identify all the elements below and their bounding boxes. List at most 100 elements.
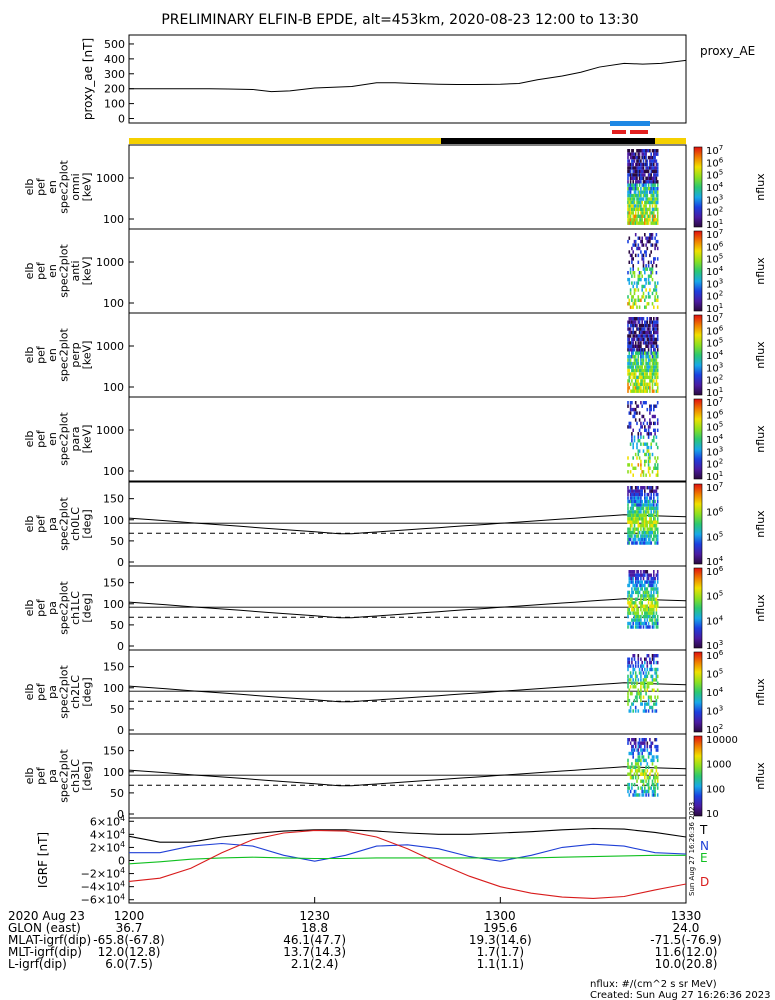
spectrogram-pixel	[632, 738, 634, 742]
spectrogram-pixel	[634, 411, 637, 415]
spectrogram-pixel	[649, 695, 651, 699]
spectrogram-pixel	[629, 341, 632, 345]
panel-ylabel-line: para	[69, 427, 82, 452]
spectrogram-pixel	[651, 207, 654, 212]
spectrogram-pixel	[654, 489, 656, 493]
spectrogram-pixel	[634, 166, 637, 170]
spectrogram-pixel	[650, 541, 652, 545]
spectrogram-pixel	[627, 534, 629, 538]
spectrogram-pixel	[633, 197, 636, 201]
spectrogram-pixel	[653, 176, 655, 180]
spectrogram-pixel	[627, 372, 629, 376]
spectrogram-pixel	[631, 221, 633, 225]
spectrogram-pixel	[650, 358, 652, 362]
spectrogram-pixel	[644, 580, 646, 584]
spectrogram-pixel	[656, 793, 659, 797]
spectrogram-pixel	[637, 169, 640, 174]
spectrogram-pixel	[633, 355, 636, 359]
spectrogram-pixel	[634, 527, 637, 531]
spectrogram-pixel	[655, 368, 658, 373]
spectrogram-pixel	[646, 386, 649, 390]
spectrogram-pixel	[638, 246, 641, 251]
spectrogram-pixel	[634, 587, 637, 591]
spectrogram-pixel	[654, 702, 656, 706]
spectrogram-pixel	[629, 389, 632, 393]
spectrogram-pixel	[647, 176, 650, 180]
spectrogram-pixel	[646, 236, 649, 240]
spectrogram-pixel	[628, 386, 631, 390]
spectrogram-pixel	[632, 317, 634, 321]
spectrogram-pixel	[628, 513, 631, 517]
spectrogram-pixel	[636, 674, 638, 679]
spectrogram-pixel	[647, 486, 650, 490]
spectrogram-pixel	[632, 149, 634, 153]
spectrogram-pixel	[641, 274, 643, 278]
spectrogram-pixel	[631, 200, 633, 205]
panel-ylabel-line: pef	[35, 261, 48, 280]
spectrogram-pixel	[631, 407, 633, 412]
spectrogram-pixel	[656, 187, 659, 191]
spectrogram-pixel	[637, 524, 640, 528]
spectrogram-pixel	[650, 271, 652, 275]
spectrogram-pixel	[640, 375, 642, 380]
spectrogram-pixel	[649, 404, 651, 408]
ytick-label: 0	[117, 556, 124, 569]
spectrogram-pixel	[631, 674, 633, 679]
spectrogram-pixel	[656, 173, 659, 177]
science-zone-bar-red-2	[630, 130, 648, 134]
spectrogram-pixel	[645, 503, 647, 507]
spectrogram-pixel	[655, 755, 658, 759]
spectrogram-pixel	[627, 470, 629, 474]
spectrogram-pixel	[655, 166, 658, 170]
spectrogram-pixel	[632, 456, 634, 460]
spectrogram-pixel	[641, 190, 643, 194]
spectrogram-pixel	[653, 379, 655, 383]
spectrogram-pixel	[642, 583, 645, 588]
spectrogram-pixel	[627, 355, 629, 359]
spectrogram-pixel	[644, 604, 646, 608]
spectrogram-pixel	[634, 621, 637, 626]
spectrogram-pixel	[653, 207, 655, 212]
spectrogram-pixel	[636, 681, 638, 685]
spectrogram-pixel	[647, 180, 650, 184]
spectrogram-pixel	[656, 604, 659, 608]
spectrogram-pixel	[644, 379, 646, 383]
spectrogram-pixel	[629, 162, 632, 167]
spectrogram-pixel	[636, 520, 638, 524]
colorbar-tick-label: 105	[706, 590, 723, 603]
spectrogram-pixel	[632, 382, 634, 386]
spectrogram-pixel	[628, 580, 631, 584]
spectrogram-pixel	[655, 264, 658, 268]
spectrogram-pixel	[649, 236, 651, 240]
spectrogram-pixel	[634, 789, 637, 794]
spectrogram-pixel	[649, 200, 651, 205]
spectrogram-pixel	[638, 755, 641, 759]
spectrogram-pixel	[645, 372, 647, 376]
spectrogram-pixel	[655, 459, 658, 464]
ytick-label: 1000	[96, 424, 124, 437]
ae-ytick-label: 200	[104, 83, 125, 96]
spectrogram-pixel	[650, 407, 652, 412]
spectrogram-pixel	[633, 337, 636, 342]
panel-frame	[128, 312, 687, 398]
spectrogram-pixel	[655, 239, 658, 244]
spectrogram-pixel	[632, 305, 634, 309]
spectrogram-pixel	[627, 583, 629, 588]
spectrogram-pixel	[644, 594, 646, 598]
spectrogram-pixel	[647, 155, 650, 160]
spectrogram-pixel	[651, 211, 654, 215]
spectrogram-pixel	[645, 530, 647, 535]
spectrogram-pixel	[636, 197, 638, 201]
spectrogram-pixel	[633, 527, 636, 531]
spectrogram-pixel	[636, 404, 638, 408]
spectrogram-pixel	[656, 755, 659, 759]
spectrogram-pixel	[629, 692, 632, 696]
spectrogram-pixel	[646, 618, 649, 622]
bottom-row-value: 1.1(1.1)	[477, 957, 525, 971]
spectrogram-pixel	[627, 772, 629, 776]
spectrogram-pixel	[631, 305, 633, 309]
colorbar-tick-label: 106	[706, 240, 724, 253]
spectrogram-pixel	[646, 193, 649, 198]
spectrogram-pixel	[631, 541, 633, 545]
